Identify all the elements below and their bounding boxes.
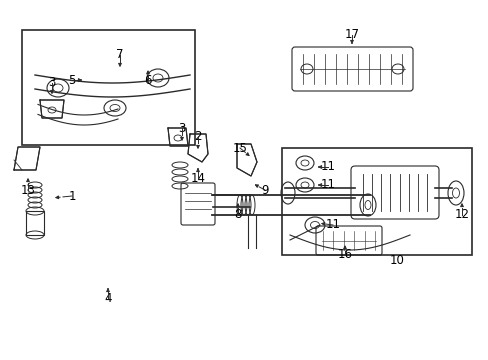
Text: 9: 9 bbox=[261, 184, 268, 197]
Text: 14: 14 bbox=[190, 171, 205, 184]
Text: 11: 11 bbox=[325, 219, 340, 231]
Text: 11: 11 bbox=[320, 161, 335, 174]
Text: 3: 3 bbox=[48, 77, 56, 90]
Text: 13: 13 bbox=[20, 184, 35, 197]
Text: 3: 3 bbox=[178, 122, 185, 135]
Bar bbox=[26, 211, 44, 235]
Text: 10: 10 bbox=[389, 253, 404, 266]
Text: 1: 1 bbox=[68, 189, 76, 202]
Text: 12: 12 bbox=[453, 208, 468, 221]
Text: 6: 6 bbox=[144, 73, 151, 86]
Text: 5: 5 bbox=[68, 73, 76, 86]
Text: 8: 8 bbox=[234, 208, 241, 221]
Text: 17: 17 bbox=[344, 28, 359, 41]
Bar bbox=[22, 30, 195, 145]
Text: 7: 7 bbox=[116, 49, 123, 62]
Text: 4: 4 bbox=[104, 292, 112, 305]
Text: 2: 2 bbox=[194, 130, 202, 143]
Text: 11: 11 bbox=[320, 179, 335, 192]
Text: 15: 15 bbox=[232, 141, 247, 154]
Bar bbox=[282, 148, 471, 255]
Text: 16: 16 bbox=[337, 248, 352, 261]
